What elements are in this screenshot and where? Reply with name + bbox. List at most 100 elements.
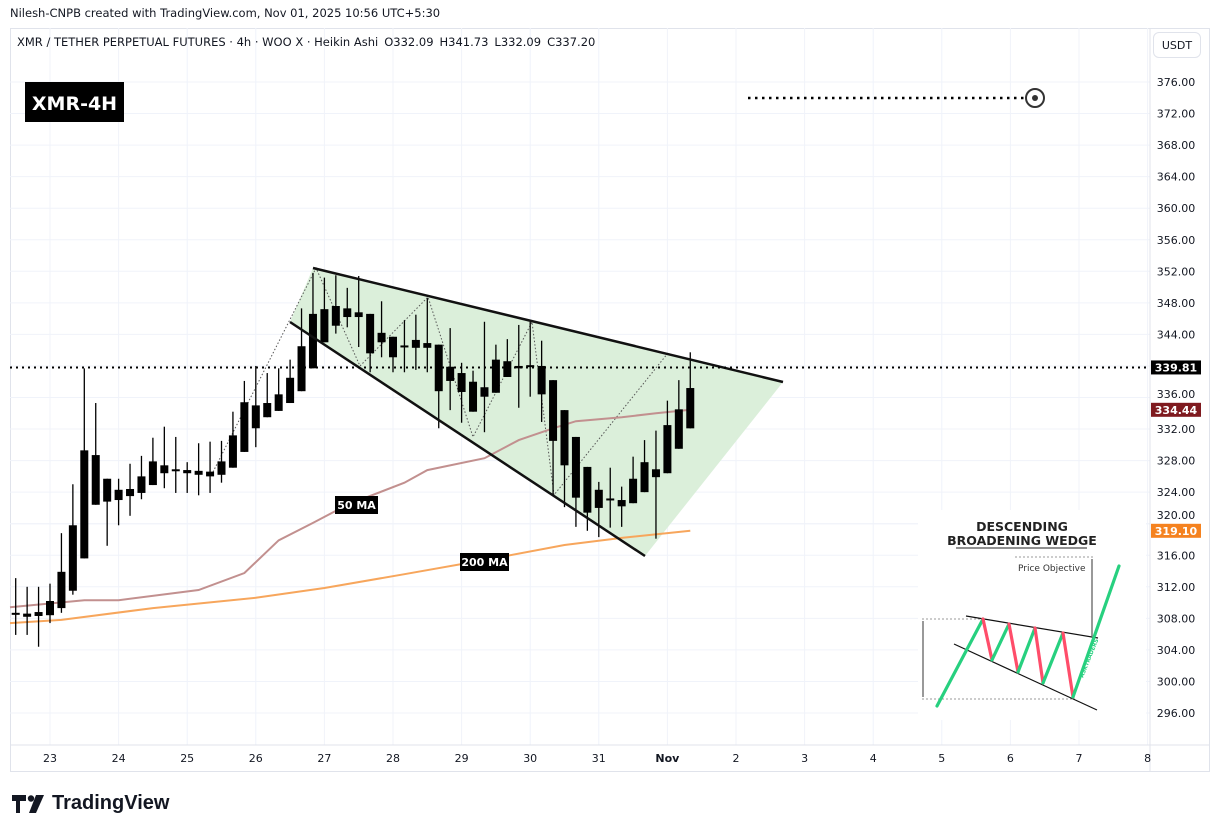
candle-body [651, 469, 660, 478]
candle-body [23, 613, 32, 617]
wedge-lower-trendline [289, 320, 646, 558]
candle-body [583, 466, 592, 513]
price-badge-last_price [1151, 360, 1201, 375]
price-tick-label: 300.00 [1157, 675, 1196, 688]
time-tick-label: 25 [180, 752, 194, 765]
candle-body [228, 435, 237, 468]
candle-body [148, 461, 157, 486]
price-tick-label: 320.00 [1157, 509, 1196, 522]
candle-body [571, 436, 580, 498]
price-tick-label: 376.00 [1157, 76, 1196, 89]
candle-body [137, 476, 146, 493]
candle-body [251, 405, 260, 429]
price-tick-label: 296.00 [1157, 707, 1196, 720]
ohlc-close: C337.20 [547, 35, 596, 49]
candle-body [457, 373, 466, 392]
price-tick-label: 316.00 [1157, 549, 1196, 562]
time-tick-label: 6 [1007, 752, 1014, 765]
candle-body [171, 469, 180, 472]
candle-body [480, 387, 489, 397]
axes: 376.00 372.00 368.00 364.00 360.00 356.00 352.… [10, 28, 1210, 772]
candle-body [503, 361, 512, 377]
ma50-label-box [335, 496, 378, 514]
candle-body [560, 410, 569, 466]
price-badge-ma50 [1151, 402, 1201, 417]
candle-body [491, 359, 500, 393]
ma50-label: 50 MA [337, 499, 376, 512]
candle-body [46, 600, 54, 616]
chart-frame [10, 28, 1210, 772]
candle-body [423, 343, 432, 348]
inset-up-leg [935, 617, 985, 708]
candle-body [103, 478, 112, 502]
candle-body [663, 425, 672, 474]
candle-body [34, 612, 43, 616]
candle-body [377, 332, 386, 343]
time-tick-label: 30 [523, 752, 537, 765]
tradingview-logo[interactable]: TradingView [12, 792, 169, 815]
currency-button[interactable]: USDT [1153, 32, 1201, 58]
target-icon-dot [1032, 95, 1038, 101]
candle-body [366, 313, 375, 354]
price-tick-label: 364.00 [1157, 171, 1196, 184]
inset-down-leg [1007, 622, 1020, 674]
candle-body [674, 409, 683, 449]
candle-body [274, 394, 283, 411]
candle-body [217, 461, 226, 475]
price-tick-label: 308.00 [1157, 612, 1196, 625]
symbol-description[interactable]: XMR / TETHER PERPETUAL FUTURES · 4h · WO… [17, 35, 379, 49]
price-tick-label: 324.00 [1157, 486, 1196, 499]
inset-background [918, 510, 1146, 720]
price-tick-label: 352.00 [1157, 265, 1196, 278]
candle-body [308, 313, 317, 369]
moving-averages [9, 408, 691, 625]
candles [11, 272, 695, 647]
ma200-label: 200 MA [461, 556, 508, 569]
time-tick-label: 28 [386, 752, 400, 765]
symbol-legend: XMR / TETHER PERPETUAL FUTURES · 4h · WO… [17, 35, 601, 49]
candle-body [400, 345, 409, 348]
ma200-line [9, 529, 691, 625]
time-tick-label: 8 [1144, 752, 1151, 765]
price-tick-label: 312.00 [1157, 581, 1196, 594]
inset-up-leg [1016, 626, 1037, 674]
price-badge-value: 334.44 [1155, 404, 1198, 417]
ma50-line [9, 408, 691, 609]
inset-price-objective: Price Objective [1018, 564, 1086, 574]
symbol-tag: XMR-4H [32, 93, 117, 115]
candle-body [526, 365, 535, 368]
candle-body [354, 312, 363, 318]
time-tick-label: 29 [455, 752, 469, 765]
candle-body [446, 366, 455, 381]
candle-body [80, 450, 89, 559]
inset-title-line2: BROADENING WEDGE [947, 533, 1097, 548]
candle-body [160, 465, 169, 474]
time-tick-label: 7 [1076, 752, 1083, 765]
inset-up-leg [990, 622, 1011, 662]
candle-body [11, 612, 20, 615]
candle-body [617, 500, 626, 507]
candle-body [206, 471, 215, 477]
candle-body [68, 525, 77, 591]
inset-title-line1: DESCENDING [976, 519, 1068, 534]
candle-body [263, 403, 272, 418]
time-tick-label: 31 [592, 752, 606, 765]
price-badge-ma200 [1151, 523, 1201, 538]
price-tick-label: 348.00 [1157, 297, 1196, 310]
wedge-upper-trendline [312, 266, 784, 384]
candle-body [606, 498, 615, 501]
attribution-text: Nilesh-CNPB created with TradingView.com… [10, 6, 441, 20]
time-tick-label: 27 [317, 752, 331, 765]
candle-body [434, 344, 443, 392]
time-tick-label: 3 [801, 752, 808, 765]
candle-body [183, 470, 192, 474]
candle-body [594, 489, 603, 508]
candle-body [686, 388, 695, 429]
price-tick-label: 360.00 [1157, 202, 1196, 215]
time-tick-label: 23 [43, 752, 57, 765]
candle-body [91, 455, 100, 505]
candle-body [537, 365, 546, 395]
candle-body [514, 365, 523, 369]
